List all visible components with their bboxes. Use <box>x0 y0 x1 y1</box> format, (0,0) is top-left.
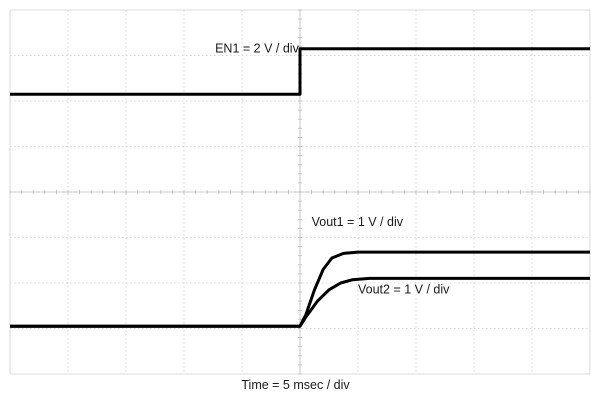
label-en1: EN1 = 2 V / div <box>215 41 299 55</box>
label-vout1: Vout1 = 1 V / div <box>312 215 404 229</box>
traces <box>10 47 590 328</box>
trace-labels: EN1 = 2 V / div Vout1 = 1 V / div Vout2 = … <box>215 41 450 296</box>
label-vout2: Vout2 = 1 V / div <box>358 282 450 296</box>
trace-en1 <box>10 47 590 96</box>
trace-vout2 <box>10 276 590 328</box>
x-axis-label: Time = 5 msec / div <box>241 378 350 392</box>
